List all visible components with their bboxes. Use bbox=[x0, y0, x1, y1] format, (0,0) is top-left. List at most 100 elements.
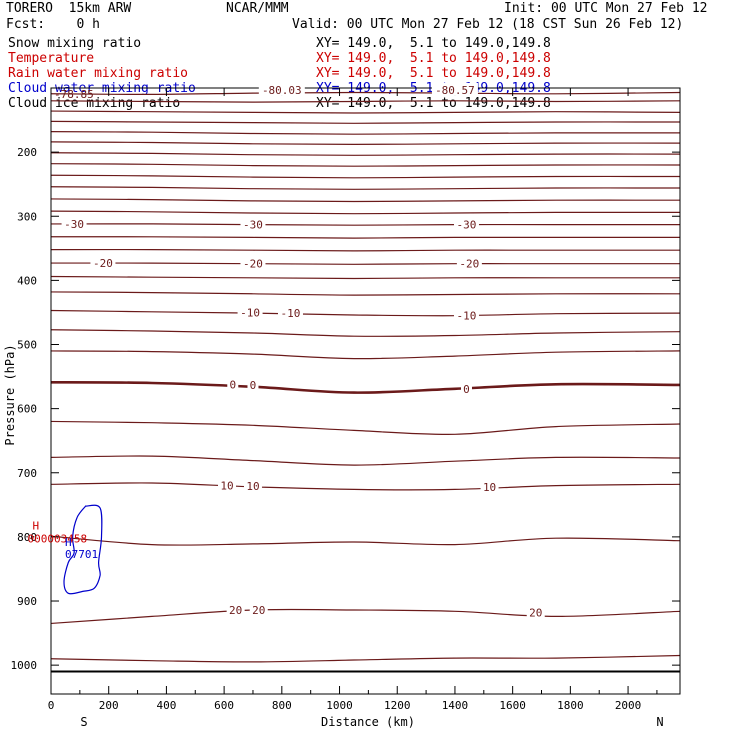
isotherm-label: 10 bbox=[220, 480, 233, 493]
isotherm-label-bg bbox=[226, 602, 245, 616]
isotherm-line bbox=[50, 163, 681, 167]
model-title: TORERO 15km ARW bbox=[6, 1, 132, 16]
isotherm-line bbox=[50, 223, 680, 226]
isotherm-line bbox=[50, 291, 681, 296]
org-label: NCAR/MMM bbox=[226, 1, 289, 16]
y-tick-label: 800 bbox=[17, 531, 37, 544]
isotherm-line bbox=[50, 309, 681, 317]
cloud-water-max-value: 07701 bbox=[65, 548, 98, 561]
top-value-label: -80.57 bbox=[435, 84, 475, 97]
isotherm-label: -10 bbox=[457, 310, 477, 323]
isotherm-label: 0 bbox=[463, 383, 470, 396]
south-label: S bbox=[80, 715, 87, 729]
isotherm-line bbox=[50, 329, 681, 337]
isotherm-label-bg bbox=[240, 256, 266, 270]
y-axis-label: Pressure (hPa) bbox=[3, 344, 17, 445]
field-xy-rain: XY= 149.0, 5.1 to 149.0,149.8 bbox=[316, 66, 551, 81]
isotherm-line bbox=[50, 120, 681, 124]
cloud-water-max-symbol: H bbox=[65, 536, 72, 549]
isotherm-line bbox=[50, 420, 681, 435]
cloud-water-contour bbox=[63, 504, 103, 595]
x-axis-label: Distance (km) bbox=[321, 715, 415, 729]
isotherm-line bbox=[50, 152, 681, 156]
top-value-label: -80.03 bbox=[262, 84, 302, 97]
top-value-label-bg bbox=[258, 82, 305, 96]
isotherm-line bbox=[50, 381, 681, 394]
top-left-value: -78.85 bbox=[54, 88, 94, 101]
init-time: Init: 00 UTC Mon 27 Feb 12 bbox=[504, 1, 708, 16]
isotherm-label-bg bbox=[526, 605, 545, 619]
forecast-hour: Fcst: 0 h bbox=[6, 17, 100, 32]
rain-max-value: 000003458 bbox=[28, 532, 88, 545]
isotherm-label: 20 bbox=[529, 607, 542, 620]
x-tick-label: 1000 bbox=[326, 699, 353, 712]
isotherm-contours bbox=[50, 91, 681, 673]
isotherm-line bbox=[50, 131, 681, 135]
y-tick-label: 1000 bbox=[11, 659, 38, 672]
isotherm-line bbox=[50, 236, 680, 239]
isotherm-label: 0 bbox=[250, 379, 257, 392]
isotherm-label: -20 bbox=[459, 258, 479, 271]
isotherm-label-bg bbox=[227, 377, 239, 391]
field-xy-snow: XY= 149.0, 5.1 to 149.0,149.8 bbox=[316, 36, 551, 51]
x-tick-label: 1800 bbox=[557, 699, 584, 712]
isotherm-line bbox=[50, 110, 681, 114]
isotherm-line bbox=[50, 455, 681, 466]
isotherm-label-bg bbox=[460, 381, 472, 395]
isotherm-line bbox=[50, 350, 681, 360]
isotherm-line bbox=[50, 608, 681, 625]
isotherm-label-bg bbox=[243, 479, 262, 493]
plot-frame bbox=[50, 87, 681, 695]
isotherm-line bbox=[50, 275, 680, 280]
isotherm-label: -10 bbox=[281, 307, 301, 320]
isotherm-line bbox=[50, 482, 681, 491]
field-xy-cloud-ice: XY= 149.0, 5.1 to 149.0,149.8 bbox=[316, 96, 551, 111]
isotherm-label: -30 bbox=[64, 218, 84, 231]
north-label: N bbox=[656, 715, 663, 729]
isotherm-label-bg bbox=[456, 256, 482, 270]
field-xy-temperature: XY= 149.0, 5.1 to 149.0,149.8 bbox=[316, 51, 551, 66]
axes: 0 200 400 600 800 1000 1200 1400 1600 1800 2000200… bbox=[11, 87, 681, 712]
x-tick-label: 0 bbox=[48, 699, 55, 712]
isotherm-label-bg bbox=[277, 306, 303, 320]
y-tick-label: 500 bbox=[17, 339, 37, 352]
isotherm-label-bg bbox=[453, 308, 479, 322]
isotherm-label-bg bbox=[247, 377, 259, 391]
isotherm-label-bg bbox=[240, 217, 266, 231]
top-value-label-bg bbox=[431, 82, 478, 96]
field-name-rain: Rain water mixing ratio bbox=[8, 66, 189, 81]
isotherm-label: 10 bbox=[483, 481, 496, 494]
field-name-temperature: Temperature bbox=[8, 51, 95, 66]
isotherm-label: 10 bbox=[246, 480, 259, 493]
x-tick-label: 2000 bbox=[615, 699, 642, 712]
isotherm-label: -30 bbox=[243, 219, 263, 232]
isotherm-label: -10 bbox=[240, 306, 260, 319]
isotherm-line bbox=[50, 198, 681, 203]
isotherm-label-bg bbox=[90, 256, 116, 270]
x-tick-label: 200 bbox=[99, 699, 119, 712]
y-tick-label: 900 bbox=[17, 595, 37, 608]
isotherm-label-bg bbox=[480, 479, 499, 493]
isotherm-label: -20 bbox=[243, 258, 263, 271]
isotherm-line bbox=[50, 654, 681, 663]
y-tick-label: 600 bbox=[17, 403, 37, 416]
contour-labels: -30 -30 -30 -20 -20 -20 -10 -10 -10 0 0 0 10 10 10 20 20… bbox=[28, 82, 545, 620]
isotherm-label-bg bbox=[237, 305, 263, 319]
isotherm-line bbox=[50, 186, 681, 190]
field-name-snow: Snow mixing ratio bbox=[8, 36, 142, 51]
valid-time: Valid: 00 UTC Mon 27 Feb 12 (18 CST Sun … bbox=[292, 17, 684, 32]
isotherm-line bbox=[50, 141, 681, 146]
x-tick-label: 400 bbox=[156, 699, 176, 712]
isotherm-line bbox=[50, 174, 681, 179]
isotherm-label-bg bbox=[61, 216, 87, 230]
x-tick-label: 800 bbox=[272, 699, 292, 712]
field-name-cloud-ice: Cloud ice mixing ratio bbox=[8, 96, 181, 111]
isotherm-label-bg bbox=[218, 478, 237, 492]
isotherm-label: 20 bbox=[229, 604, 242, 617]
x-tick-label: 1600 bbox=[499, 699, 526, 712]
isotherm-label-bg bbox=[453, 217, 479, 231]
isotherm-label: -20 bbox=[93, 257, 113, 270]
y-tick-label: 300 bbox=[17, 210, 37, 223]
x-tick-label: 600 bbox=[214, 699, 234, 712]
